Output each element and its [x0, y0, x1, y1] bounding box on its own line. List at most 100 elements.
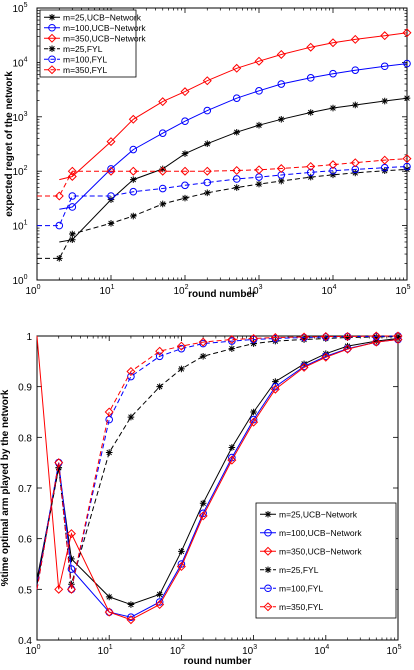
x-tick-base: 10 — [395, 286, 407, 297]
chart-optimal-arm-fraction: 100 101 102 103 104 1050.40.50.60.70.80.91rou… — [0, 331, 403, 667]
data-point — [54, 584, 64, 594]
x-tick-label: 102 — [170, 644, 185, 657]
data-point — [380, 62, 389, 71]
data-point — [126, 366, 136, 376]
y-tick-exponent: 1 — [24, 220, 28, 227]
data-point — [299, 362, 309, 372]
data-point — [67, 565, 76, 573]
legend-label: m=100,UCB−Network — [279, 528, 362, 538]
legend-swatch-marker — [47, 33, 57, 43]
series-line — [37, 168, 408, 259]
data-point — [156, 591, 163, 598]
y-tick-base: 10 — [12, 276, 24, 287]
series-line — [36, 338, 399, 606]
x-tick-base: 10 — [25, 286, 37, 297]
data-point — [255, 121, 263, 129]
x-tick-base: 10 — [173, 286, 185, 297]
y-axis-ticks: 0.4 0.5 0.6 0.7 0.8 0.9 1 — [18, 332, 398, 647]
y-tick-label: 102 — [12, 165, 27, 178]
x-tick-base: 10 — [321, 286, 333, 297]
legend-label: m=100,FYL — [63, 54, 107, 64]
legend-swatch-marker — [264, 566, 272, 574]
x-tick-label: 100 — [25, 644, 40, 657]
x-tick-label: 103 — [242, 644, 257, 657]
data-point — [329, 69, 337, 78]
legend-label: m=100,UCB−Network — [63, 23, 146, 33]
data-point — [350, 34, 360, 44]
data-point — [232, 165, 242, 176]
data-point — [199, 499, 207, 507]
y-tick-base: 10 — [12, 167, 24, 178]
legend-swatch-marker — [264, 528, 272, 537]
data-point — [276, 164, 286, 174]
x-tick-exponent: 5 — [398, 644, 402, 651]
legend-swatch-marker — [48, 23, 56, 32]
data-point — [249, 417, 259, 427]
series-line — [36, 335, 399, 621]
data-point — [329, 166, 337, 175]
data-point — [300, 336, 308, 343]
data-point — [393, 331, 403, 341]
y-tick-exponent: 5 — [24, 2, 28, 9]
y-tick-label: 1 — [26, 332, 32, 343]
data-point — [270, 333, 280, 343]
y-tick-base: 10 — [12, 58, 24, 69]
data-point — [277, 80, 286, 88]
x-tick-label: 102 — [173, 284, 188, 297]
series-line — [36, 335, 398, 590]
data-point — [343, 344, 353, 354]
data-point — [155, 600, 165, 610]
x-tick-exponent: 2 — [185, 284, 189, 291]
legend-swatch-marker — [264, 510, 272, 518]
x-tick-exponent: 2 — [181, 644, 185, 651]
data-point — [198, 511, 208, 521]
data-point — [181, 194, 189, 202]
data-point — [321, 352, 331, 362]
data-point — [129, 145, 138, 154]
data-point — [104, 607, 114, 617]
data-point — [307, 173, 315, 181]
data-point — [277, 177, 285, 185]
x-tick-exponent: 0 — [37, 644, 41, 651]
data-point — [351, 66, 360, 74]
y-tick-base: 10 — [12, 222, 24, 233]
data-point — [106, 137, 116, 147]
x-tick-exponent: 5 — [407, 284, 411, 291]
data-point — [380, 155, 390, 165]
x-tick-exponent: 1 — [111, 284, 115, 291]
data-point — [127, 613, 135, 622]
data-point — [250, 408, 257, 416]
legend-label: m=350,UCB−Network — [63, 33, 146, 43]
chart-expected-regret: 100 101 102 103 104 105100101102103104105roun… — [4, 2, 412, 300]
legend: m=25,UCB−Network m=100,UCB−Network m=350,U… — [255, 502, 397, 619]
y-tick-label: 101 — [12, 220, 27, 233]
data-point — [202, 166, 212, 176]
data-point — [233, 184, 241, 191]
data-point — [127, 413, 135, 421]
data-point — [254, 165, 264, 175]
y-tick-label: 0.8 — [18, 433, 32, 444]
data-point — [227, 335, 237, 345]
y-tick-label: 0.7 — [18, 484, 32, 495]
data-point — [307, 109, 315, 116]
series-line — [36, 336, 399, 585]
data-point — [67, 171, 77, 181]
legend-label: m=350,FYL — [279, 602, 323, 612]
data-point — [402, 28, 412, 38]
data-point — [66, 584, 76, 594]
data-point — [403, 59, 411, 68]
y-tick-base: 10 — [12, 113, 24, 124]
data-point — [321, 331, 331, 342]
series-line — [36, 339, 399, 618]
legend-label: m=100,FYL — [279, 583, 323, 593]
data-point — [255, 180, 263, 188]
data-point — [350, 158, 360, 168]
data-point — [54, 458, 64, 468]
data-point — [276, 49, 286, 59]
x-axis-label: round number — [184, 656, 252, 667]
data-point — [180, 87, 190, 97]
data-point — [128, 166, 138, 176]
x-tick-base: 10 — [247, 286, 259, 297]
plot-area-frame — [36, 7, 408, 281]
